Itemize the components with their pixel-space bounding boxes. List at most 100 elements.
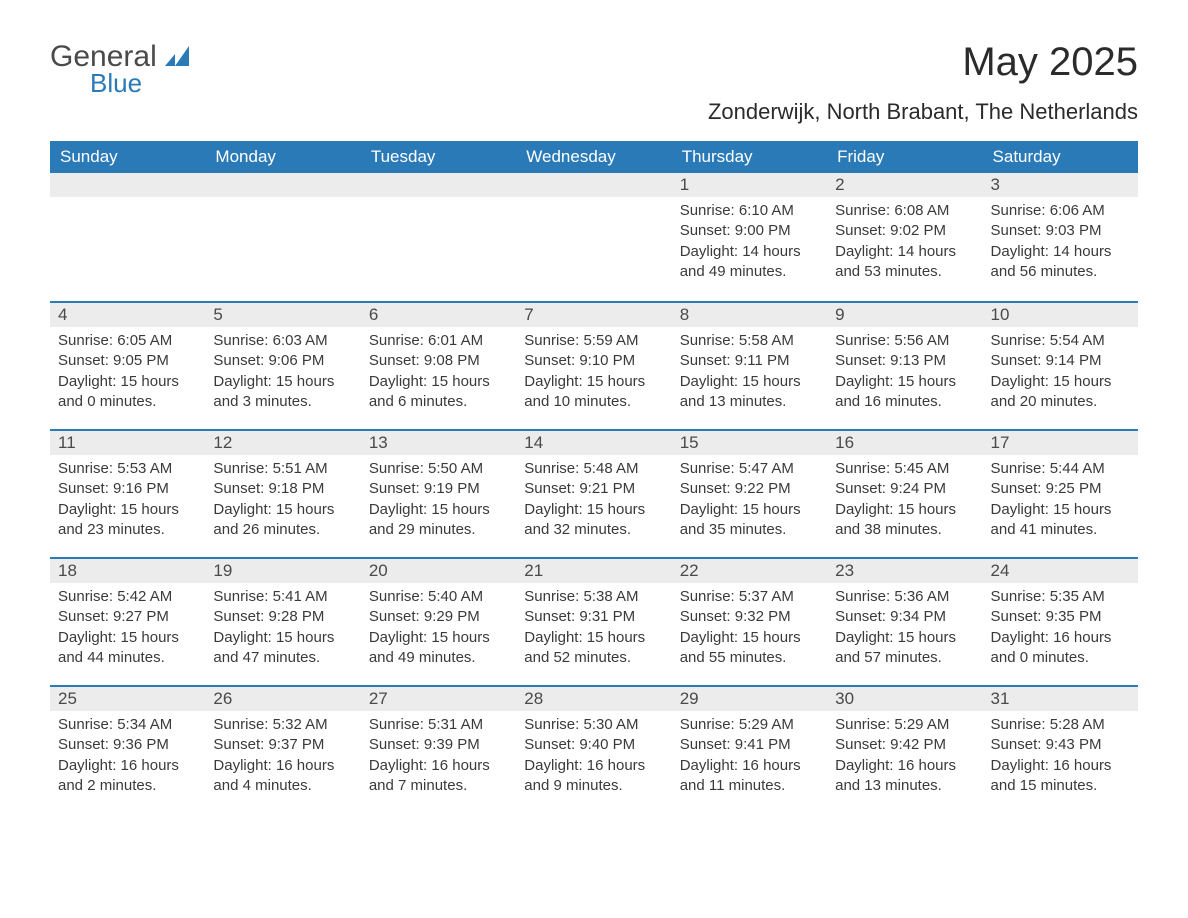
daylight-label: Daylight: xyxy=(213,501,271,518)
sunset-label: Sunset: xyxy=(58,352,109,369)
daylight-line: Daylight: 15 hours and 35 minutes. xyxy=(680,500,819,541)
day-body: Sunrise: 5:34 AMSunset: 9:36 PMDaylight:… xyxy=(50,711,205,806)
sunset-value: 9:29 PM xyxy=(424,608,480,625)
sunrise-label: Sunrise: xyxy=(835,332,890,349)
logo: General Blue xyxy=(50,40,193,99)
sunset-label: Sunset: xyxy=(524,480,575,497)
daylight-label: Daylight: xyxy=(835,373,893,390)
sunset-label: Sunset: xyxy=(369,608,420,625)
sunset-line: Sunset: 9:21 PM xyxy=(524,479,663,499)
day-body: Sunrise: 5:58 AMSunset: 9:11 PMDaylight:… xyxy=(672,327,827,422)
day-body: Sunrise: 6:08 AMSunset: 9:02 PMDaylight:… xyxy=(827,197,982,292)
sunset-value: 9:39 PM xyxy=(424,736,480,753)
sunset-value: 9:24 PM xyxy=(890,480,946,497)
day-number: 19 xyxy=(205,557,360,583)
daylight-line: Daylight: 15 hours and 47 minutes. xyxy=(213,628,352,669)
sunset-value: 9:37 PM xyxy=(268,736,324,753)
day-number: 26 xyxy=(205,685,360,711)
sunrise-line: Sunrise: 5:34 AM xyxy=(58,715,197,735)
sunset-value: 9:31 PM xyxy=(579,608,635,625)
title-block: May 2025 Zonderwijk, North Brabant, The … xyxy=(708,40,1138,131)
sunset-value: 9:40 PM xyxy=(579,736,635,753)
sunset-value: 9:00 PM xyxy=(735,222,791,239)
sunset-line: Sunset: 9:18 PM xyxy=(213,479,352,499)
sunrise-label: Sunrise: xyxy=(213,716,268,733)
sunset-label: Sunset: xyxy=(991,222,1042,239)
calendar-empty-cell xyxy=(361,173,516,301)
sunset-label: Sunset: xyxy=(524,608,575,625)
daylight-line: Daylight: 15 hours and 49 minutes. xyxy=(369,628,508,669)
sunset-line: Sunset: 9:14 PM xyxy=(991,351,1130,371)
daylight-line: Daylight: 16 hours and 13 minutes. xyxy=(835,756,974,797)
sunset-label: Sunset: xyxy=(991,736,1042,753)
sunrise-label: Sunrise: xyxy=(680,716,735,733)
sunrise-label: Sunrise: xyxy=(680,588,735,605)
logo-text-blue: Blue xyxy=(90,68,193,99)
sunset-label: Sunset: xyxy=(213,480,264,497)
daylight-label: Daylight: xyxy=(213,373,271,390)
day-number: 6 xyxy=(361,301,516,327)
daylight-label: Daylight: xyxy=(58,757,116,774)
daylight-line: Daylight: 16 hours and 11 minutes. xyxy=(680,756,819,797)
daylight-line: Daylight: 14 hours and 56 minutes. xyxy=(991,242,1130,283)
sunrise-line: Sunrise: 5:29 AM xyxy=(680,715,819,735)
sunrise-line: Sunrise: 6:10 AM xyxy=(680,201,819,221)
day-number: 29 xyxy=(672,685,827,711)
sunrise-label: Sunrise: xyxy=(213,332,268,349)
sunrise-label: Sunrise: xyxy=(369,716,424,733)
sunset-label: Sunset: xyxy=(835,480,886,497)
sunrise-value: 6:10 AM xyxy=(739,202,794,219)
day-body: Sunrise: 6:05 AMSunset: 9:05 PMDaylight:… xyxy=(50,327,205,422)
sunrise-label: Sunrise: xyxy=(369,460,424,477)
day-number: 30 xyxy=(827,685,982,711)
day-number: 3 xyxy=(983,173,1138,197)
sunset-line: Sunset: 9:31 PM xyxy=(524,607,663,627)
sunrise-line: Sunrise: 5:40 AM xyxy=(369,587,508,607)
daylight-label: Daylight: xyxy=(680,757,738,774)
weekday-header: Thursday xyxy=(672,141,827,173)
daylight-line: Daylight: 16 hours and 9 minutes. xyxy=(524,756,663,797)
calendar-day-cell: 5Sunrise: 6:03 AMSunset: 9:06 PMDaylight… xyxy=(205,301,360,429)
sunset-line: Sunset: 9:28 PM xyxy=(213,607,352,627)
sunset-line: Sunset: 9:42 PM xyxy=(835,735,974,755)
sunrise-line: Sunrise: 5:47 AM xyxy=(680,459,819,479)
sunrise-label: Sunrise: xyxy=(991,716,1046,733)
daylight-line: Daylight: 15 hours and 3 minutes. xyxy=(213,372,352,413)
sunrise-value: 5:37 AM xyxy=(739,588,794,605)
calendar-day-cell: 2Sunrise: 6:08 AMSunset: 9:02 PMDaylight… xyxy=(827,173,982,301)
sunset-value: 9:42 PM xyxy=(890,736,946,753)
sunrise-value: 5:32 AM xyxy=(273,716,328,733)
sunset-label: Sunset: xyxy=(369,736,420,753)
sunrise-line: Sunrise: 5:31 AM xyxy=(369,715,508,735)
day-body: Sunrise: 6:03 AMSunset: 9:06 PMDaylight:… xyxy=(205,327,360,422)
sunrise-label: Sunrise: xyxy=(991,588,1046,605)
weekday-header: Friday xyxy=(827,141,982,173)
calendar-day-cell: 22Sunrise: 5:37 AMSunset: 9:32 PMDayligh… xyxy=(672,557,827,685)
calendar-day-cell: 13Sunrise: 5:50 AMSunset: 9:19 PMDayligh… xyxy=(361,429,516,557)
sunrise-line: Sunrise: 6:03 AM xyxy=(213,331,352,351)
sunrise-label: Sunrise: xyxy=(213,588,268,605)
sunrise-line: Sunrise: 5:38 AM xyxy=(524,587,663,607)
sunset-line: Sunset: 9:37 PM xyxy=(213,735,352,755)
daylight-label: Daylight: xyxy=(680,243,738,260)
sunrise-line: Sunrise: 5:42 AM xyxy=(58,587,197,607)
sunset-label: Sunset: xyxy=(835,736,886,753)
day-body: Sunrise: 5:47 AMSunset: 9:22 PMDaylight:… xyxy=(672,455,827,550)
sunrise-line: Sunrise: 5:56 AM xyxy=(835,331,974,351)
sunset-label: Sunset: xyxy=(58,608,109,625)
daylight-line: Daylight: 15 hours and 0 minutes. xyxy=(58,372,197,413)
sunrise-value: 5:28 AM xyxy=(1050,716,1105,733)
weekday-header: Wednesday xyxy=(516,141,671,173)
day-number: 1 xyxy=(672,173,827,197)
sunset-line: Sunset: 9:22 PM xyxy=(680,479,819,499)
calendar-day-cell: 8Sunrise: 5:58 AMSunset: 9:11 PMDaylight… xyxy=(672,301,827,429)
sunrise-value: 5:53 AM xyxy=(117,460,172,477)
day-number: 2 xyxy=(827,173,982,197)
sunrise-value: 6:03 AM xyxy=(273,332,328,349)
daylight-label: Daylight: xyxy=(369,757,427,774)
sunrise-value: 5:38 AM xyxy=(583,588,638,605)
daylight-label: Daylight: xyxy=(991,243,1049,260)
sunrise-value: 5:29 AM xyxy=(739,716,794,733)
sunset-label: Sunset: xyxy=(213,736,264,753)
daylight-label: Daylight: xyxy=(58,373,116,390)
